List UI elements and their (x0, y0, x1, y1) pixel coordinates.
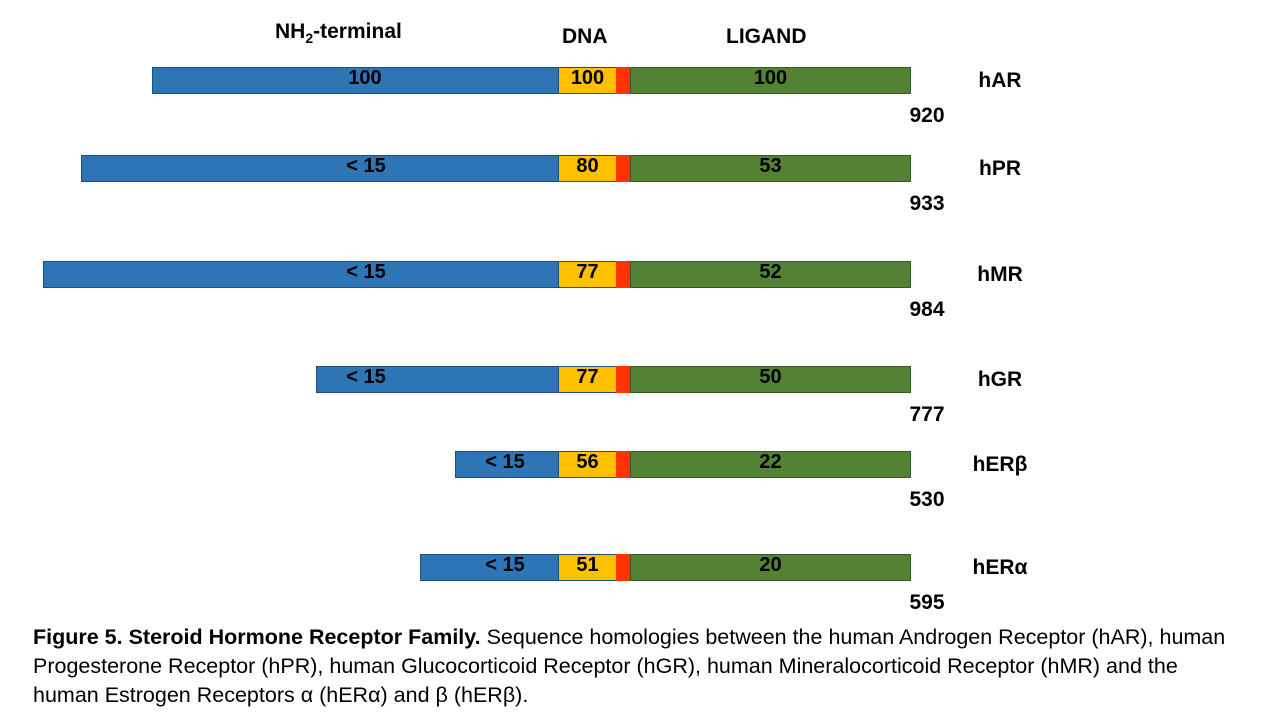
receptor-length: 530 (909, 488, 945, 511)
receptor-row-hpr: < 15 80 53 hPR 933 (0, 155, 1280, 225)
dna-header: DNA (562, 25, 608, 48)
receptor-name: hGR (977, 368, 1023, 391)
dna-domain: 51 (558, 554, 616, 581)
nterm-domain: < 15 (316, 366, 558, 393)
hinge-region (616, 451, 630, 478)
receptor-row-har: 100 100 100 hAR 920 (0, 67, 1280, 137)
receptor-name: hERβ (972, 453, 1028, 476)
receptor-length: 984 (909, 298, 945, 321)
receptor-length: 920 (909, 104, 945, 127)
receptor-row-hmr: < 15 77 52 hMR 984 (0, 261, 1280, 331)
receptor-length: 777 (909, 403, 945, 426)
hinge-region (616, 261, 630, 288)
ligand-domain: 50 (630, 366, 911, 393)
receptor-length: 595 (909, 591, 945, 614)
ligand-domain: 100 (630, 67, 911, 94)
dna-domain: 80 (558, 155, 616, 182)
nterm-domain: < 15 (81, 155, 558, 182)
receptor-row-hgr: < 15 77 50 hGR 777 (0, 366, 1280, 436)
hinge-region (616, 554, 630, 581)
ligand-domain: 20 (630, 554, 911, 581)
receptor-row-hera: < 15 51 20 hERα 595 (0, 554, 1280, 624)
receptor-name: hAR (978, 69, 1022, 92)
receptor-name: hERα (972, 556, 1028, 579)
nterm-domain: 100 (152, 67, 558, 94)
caption-text: Sequence homologies between the human An… (33, 625, 1226, 707)
dna-domain: 56 (558, 451, 616, 478)
nterm-domain: < 15 (43, 261, 558, 288)
hinge-region (616, 155, 630, 182)
ligand-domain: 22 (630, 451, 911, 478)
dna-domain: 77 (558, 261, 616, 288)
caption-title: Figure 5. Steroid Hormone Receptor Famil… (33, 625, 481, 649)
receptor-name: hPR (979, 157, 1021, 180)
hinge-region (616, 67, 630, 94)
nterm-header: NH2-terminal (275, 20, 402, 46)
nterm-domain: < 15 (420, 554, 558, 581)
dna-domain: 100 (558, 67, 616, 94)
receptor-length: 933 (909, 192, 945, 215)
receptor-row-herb: < 15 56 22 hERβ 530 (0, 451, 1280, 521)
nterm-domain: < 15 (455, 451, 558, 478)
figure-caption: Figure 5. Steroid Hormone Receptor Famil… (33, 623, 1248, 710)
hinge-region (616, 366, 630, 393)
ligand-header: LIGAND (726, 25, 807, 48)
dna-domain: 77 (558, 366, 616, 393)
receptor-name: hMR (977, 263, 1023, 286)
ligand-domain: 53 (630, 155, 911, 182)
ligand-domain: 52 (630, 261, 911, 288)
